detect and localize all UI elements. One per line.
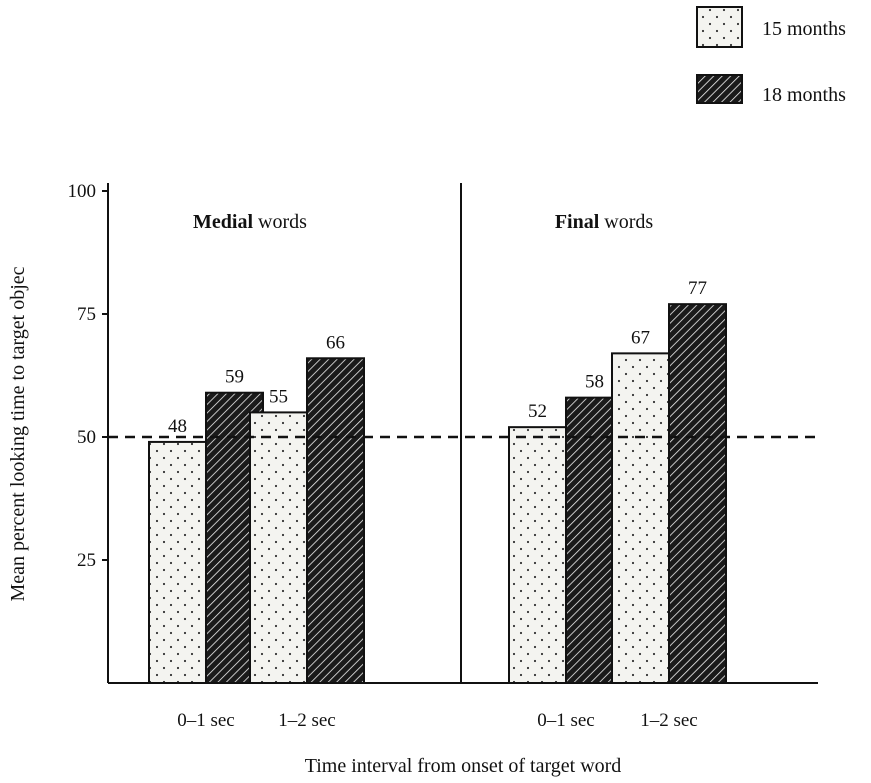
- y-tick-label-25: 25: [77, 550, 96, 571]
- bars: [148, 303, 727, 685]
- category-label-final-1-2: 1–2 sec: [640, 710, 698, 731]
- category-label-medial-0-1: 0–1 sec: [177, 710, 235, 731]
- value-label-medial-0-1-18-months: 59: [225, 367, 244, 388]
- y-tick-label-75: 75: [77, 304, 96, 325]
- value-label-final-0-1-15-months: 52: [528, 401, 547, 422]
- y-axis-title: Mean percent looking time to target obje…: [7, 266, 29, 601]
- legend-swatch-15-months: [696, 6, 743, 48]
- y-tick-label-50: 50: [77, 427, 96, 448]
- category-label-final-0-1: 0–1 sec: [537, 710, 595, 731]
- x-axis-title: Time interval from onset of target word: [305, 755, 622, 777]
- bar-final-0-1-15-months: [508, 426, 567, 684]
- panel-title-medial: Medial words: [193, 211, 307, 233]
- bar-final-1-2-15-months: [611, 352, 670, 684]
- panel-title-final: Final words: [555, 211, 654, 233]
- value-label-medial-1-2-18-months: 66: [326, 332, 345, 353]
- value-labels: 48 59 55 66 52 58 67 77: [168, 278, 707, 437]
- y-tick-label-100: 100: [68, 181, 97, 202]
- category-labels: 0–1 sec 1–2 sec 0–1 sec 1–2 sec: [177, 710, 698, 731]
- legend-swatch-18-months: [696, 74, 743, 104]
- value-label-medial-0-1-15-months: 48: [168, 416, 187, 437]
- bar-medial-1-2-15-months: [249, 411, 308, 684]
- value-label-medial-1-2-15-months: 55: [269, 386, 288, 407]
- value-label-final-1-2-18-months: 77: [688, 278, 707, 299]
- legend-label-18-months: 18 months: [762, 84, 846, 106]
- legend-label-15-months: 15 months: [762, 18, 846, 40]
- bar-medial-0-1-15-months: [148, 440, 207, 685]
- value-label-final-1-2-15-months: 67: [631, 327, 650, 348]
- bar-final-1-2-18-months: [668, 303, 727, 684]
- bar-medial-1-2-18-months: [306, 357, 365, 684]
- y-axis-ticks: 25 50 75 100: [68, 181, 108, 571]
- value-label-final-0-1-18-months: 58: [585, 372, 604, 393]
- category-label-medial-1-2: 1–2 sec: [278, 710, 336, 731]
- legend: 15 months 18 months: [696, 6, 846, 106]
